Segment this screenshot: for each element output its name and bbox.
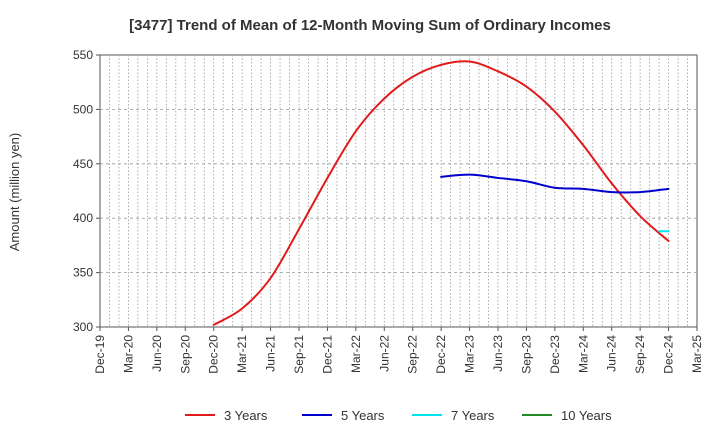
x-tick-label: Mar-20 (121, 335, 135, 373)
chart-title: [3477] Trend of Mean of 12-Month Moving … (129, 17, 611, 34)
series-line-3-years (212, 60, 670, 326)
y-tick-label: 550 (73, 48, 93, 62)
y-tick-label: 400 (73, 211, 93, 225)
x-tick-label: Sep-22 (406, 335, 420, 374)
y-tick-label: 350 (73, 266, 93, 280)
x-tick-label: Dec-22 (434, 335, 448, 374)
y-axis-label: Amount (million yen) (7, 133, 22, 252)
x-tick-label: Dec-20 (207, 335, 221, 374)
x-tick-label: Sep-24 (633, 335, 647, 374)
y-tick-label: 500 (73, 102, 93, 116)
x-tick-label: Dec-19 (93, 335, 107, 374)
legend: 3 Years 5 Years 7 Years 10 Years (185, 408, 612, 423)
x-tick-label: Jun-23 (491, 335, 505, 372)
series-lines (212, 60, 670, 326)
x-tick-label: Sep-20 (178, 335, 192, 374)
x-tick-label: Sep-23 (519, 335, 533, 374)
x-tick-label: Mar-25 (690, 335, 704, 373)
legend-label-5-years: 5 Years (341, 408, 385, 423)
y-tick-label: 300 (73, 320, 93, 334)
x-tick-label: Jun-21 (264, 335, 278, 372)
x-axis-ticks: Dec-19 Mar-20 Jun-20 Sep-20 Dec-20 Mar-21 Jun-… (93, 327, 704, 374)
legend-label-3-years: 3 Years (224, 408, 268, 423)
x-tick-label: Sep-21 (292, 335, 306, 374)
x-tick-label: Mar-24 (576, 335, 590, 373)
x-tick-label: Mar-23 (463, 335, 477, 373)
x-tick-label: Dec-23 (548, 335, 562, 374)
x-tick-label: Dec-24 (662, 335, 676, 374)
legend-label-7-years: 7 Years (451, 408, 495, 423)
x-tick-label: Jun-24 (605, 335, 619, 372)
legend-label-10-years: 10 Years (561, 408, 612, 423)
x-tick-label: Mar-22 (349, 335, 363, 373)
x-tick-label: Dec-21 (320, 335, 334, 374)
y-tick-label: 450 (73, 157, 93, 171)
y-axis-ticks: 300 350 400 450 500 550 (73, 48, 100, 334)
x-tick-label: Mar-21 (235, 335, 249, 373)
series-line-5-years (440, 173, 670, 194)
x-tick-label: Jun-20 (150, 335, 164, 372)
x-tick-label: Jun-22 (377, 335, 391, 372)
